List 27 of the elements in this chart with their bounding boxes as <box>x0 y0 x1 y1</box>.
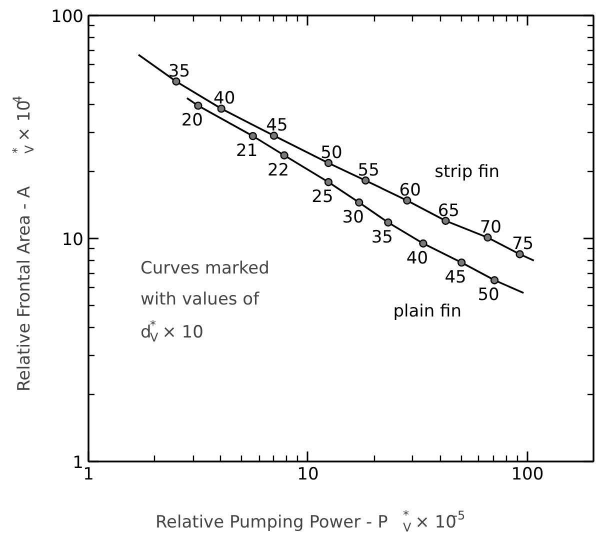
annotation: 25 <box>312 187 334 208</box>
series-label: strip fin <box>434 162 500 182</box>
annotation: 75 <box>512 234 534 254</box>
annotation: 35 <box>371 227 394 248</box>
annotation: 30 <box>342 208 364 228</box>
annotation: 70 <box>480 218 502 238</box>
text: Relative Frontal Area - A*V × 104 <box>10 96 37 392</box>
annotation: 50 <box>478 285 500 306</box>
x-tick-label: 100 <box>511 464 544 484</box>
y-tick-label: 10 <box>62 230 84 250</box>
annotation: 45 <box>266 116 288 136</box>
annotation: Curves marked <box>140 258 270 278</box>
annotation: 35 <box>168 61 190 82</box>
annotation: 50 <box>320 143 342 164</box>
annotation: 40 <box>406 248 428 268</box>
annotation: 55 <box>358 160 380 181</box>
annotation: 40 <box>214 88 236 109</box>
annotation: 22 <box>267 160 290 180</box>
annotation: 60 <box>399 180 421 201</box>
x-tick-label: 10 <box>297 464 319 484</box>
annotation: 21 <box>236 141 258 162</box>
y-tick-label: 100 <box>51 7 84 27</box>
annotation: 45 <box>444 268 466 288</box>
annotation: with values of <box>140 290 260 310</box>
text: plain fin <box>393 301 462 322</box>
annotation: 65 <box>438 200 460 221</box>
annotation: 20 <box>181 110 203 131</box>
